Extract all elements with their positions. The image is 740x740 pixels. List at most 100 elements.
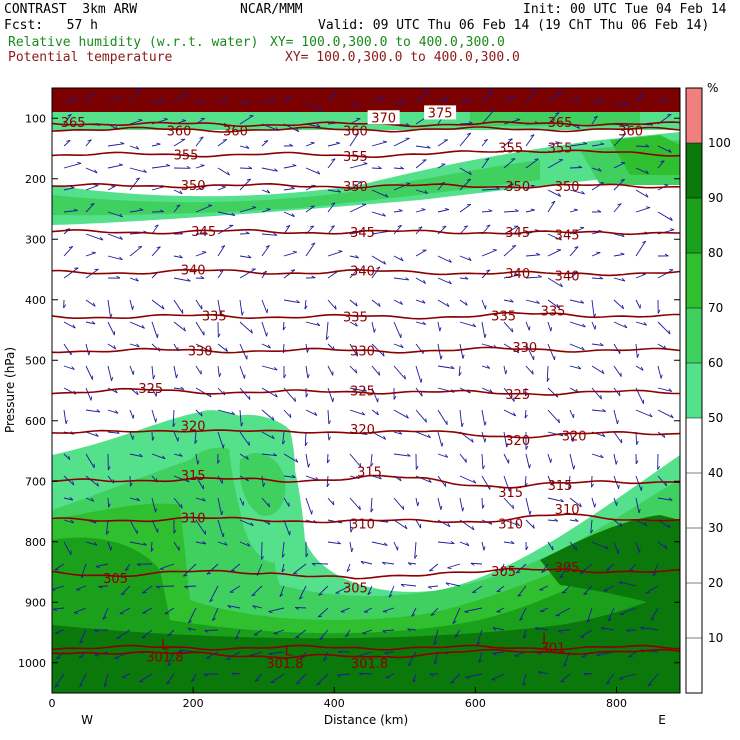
wind-arrowhead <box>355 302 358 307</box>
wind-arrow <box>388 585 395 598</box>
wind-arrowhead <box>522 682 526 686</box>
wind-arrow <box>459 299 468 306</box>
wind-arrow <box>437 277 452 285</box>
wind-arrowhead <box>272 416 275 421</box>
wind-arrow <box>635 240 647 257</box>
wind-arrow <box>305 167 321 175</box>
colorbar-label: 20 <box>708 576 723 590</box>
wind-arrow <box>107 143 125 147</box>
wind-arrowhead <box>388 594 393 598</box>
wind-arrowhead <box>331 202 336 205</box>
wind-arrowhead <box>476 641 481 646</box>
wind-arrowhead <box>599 342 604 346</box>
wind-arrowhead <box>422 299 426 304</box>
wind-arrowhead <box>309 225 314 228</box>
wind-arrowhead <box>326 483 330 488</box>
wind-arrowhead <box>201 99 205 103</box>
theta-contour-label: 320 <box>181 420 206 435</box>
wind-arrow <box>295 629 307 638</box>
wind-arrowhead <box>421 208 426 210</box>
wind-arrowhead <box>607 618 612 622</box>
wind-arrow <box>360 560 373 565</box>
wind-arrow <box>327 158 336 169</box>
wind-arrowhead <box>163 117 168 120</box>
wind-arrow <box>52 585 65 590</box>
colorbar-label: 100 <box>708 136 731 150</box>
wind-arrow <box>239 497 244 506</box>
colorbar-band <box>686 88 702 143</box>
wind-arrow <box>167 629 175 636</box>
wind-arrowhead <box>231 672 236 676</box>
wind-arrowhead <box>400 344 404 348</box>
wind-arrow <box>268 607 285 613</box>
wind-arrow <box>371 255 386 265</box>
theta-contour-label: 305 <box>555 561 580 576</box>
wind-arrow <box>415 343 424 354</box>
wind-arrowhead <box>252 605 256 609</box>
wind-arrow <box>305 101 322 111</box>
wind-arrowhead <box>94 169 98 174</box>
wind-arrow <box>522 673 527 686</box>
wind-arrow <box>349 365 358 374</box>
wind-arrow <box>142 607 153 614</box>
valid-time: Valid: 09 UTC Thu 06 Feb 14 (19 ChT Thu … <box>318 18 710 33</box>
y-tick-label: 800 <box>25 536 46 549</box>
wind-arrowhead <box>155 586 160 589</box>
wind-arrowhead <box>290 269 296 271</box>
wind-arrowhead <box>528 464 531 469</box>
wind-arrow <box>481 249 497 257</box>
wind-arrowhead <box>422 159 427 161</box>
wind-arrow <box>204 629 219 632</box>
wind-arrowhead <box>136 343 140 348</box>
wind-arrow <box>85 185 99 191</box>
wind-arrowhead <box>572 437 575 442</box>
wind-arrow <box>139 673 153 683</box>
wind-arrowhead <box>430 613 435 616</box>
theta-contour-label: 335 <box>202 309 227 324</box>
wind-arrow <box>85 343 90 356</box>
wind-arrowhead <box>110 546 112 551</box>
wind-arrowhead <box>296 128 300 132</box>
wind-arrowhead <box>376 411 379 416</box>
wind-arrow <box>605 673 615 685</box>
wind-arrowhead <box>514 208 519 212</box>
wind-arrow <box>63 453 71 460</box>
wind-arrowhead <box>600 142 605 145</box>
wind-arrow <box>53 607 65 610</box>
wind-arrowhead <box>132 414 135 419</box>
wind-arrow <box>415 89 430 103</box>
wind-arrowhead <box>136 390 139 395</box>
wind-arrowhead <box>116 96 121 99</box>
wind-arrowhead <box>574 246 579 249</box>
wind-arrow <box>481 387 493 393</box>
wind-arrow <box>492 627 505 631</box>
wind-arrow <box>173 387 185 390</box>
wind-arrowhead <box>180 386 185 390</box>
wind-arrowhead <box>94 184 99 186</box>
wind-arrow <box>613 101 629 106</box>
wind-arrowhead <box>657 309 661 314</box>
wind-arrowhead <box>556 303 560 308</box>
wind-arrow <box>217 497 223 516</box>
theta-contour-label: 330 <box>188 345 213 360</box>
wind-arrowhead <box>160 568 165 570</box>
wind-arrowhead <box>559 575 564 579</box>
wind-arrow <box>107 233 123 240</box>
wind-arrow <box>613 343 621 354</box>
wind-arrowhead <box>414 554 418 559</box>
wind-arrow <box>371 541 388 546</box>
wind-arrow <box>459 475 477 484</box>
wind-arrowhead <box>383 611 388 613</box>
y-tick-label: 1000 <box>18 657 46 670</box>
wind-arrow <box>239 409 242 427</box>
wind-arrow <box>459 321 476 328</box>
wind-arrow <box>591 453 604 459</box>
wind-arrow <box>415 159 427 169</box>
wind-arrowhead <box>415 465 419 470</box>
wind-arrowhead <box>95 433 99 437</box>
wind-arrow <box>657 365 662 379</box>
wind-arrow <box>569 321 586 328</box>
colorbar-unit: % <box>707 81 718 95</box>
wind-arrow <box>459 343 464 359</box>
wind-arrowhead <box>120 141 125 145</box>
